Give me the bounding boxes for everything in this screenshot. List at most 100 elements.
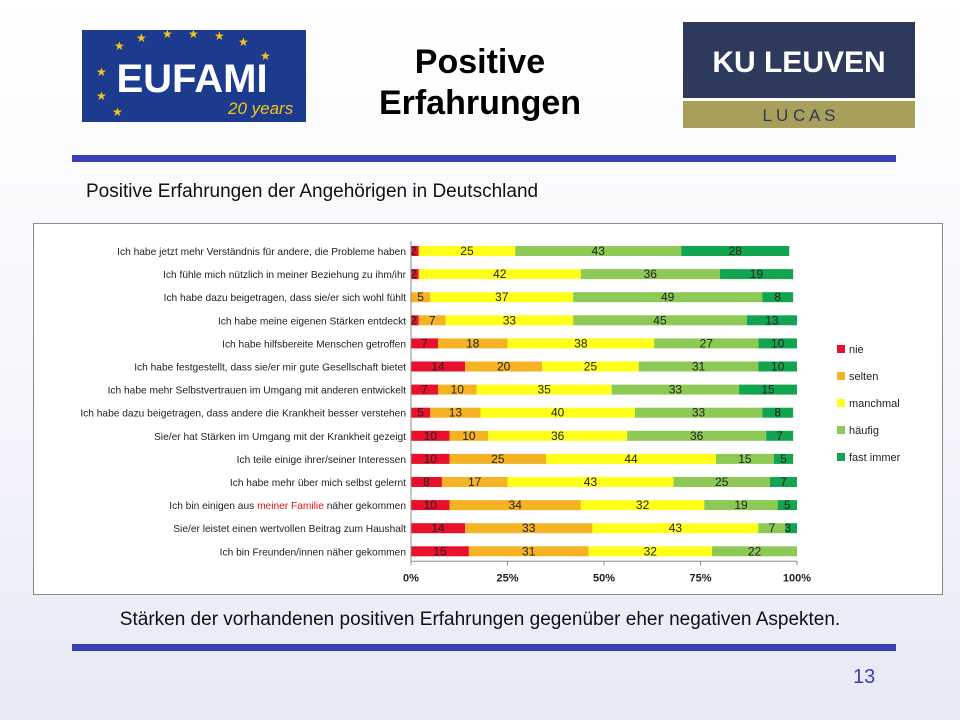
top-divider	[72, 155, 896, 162]
data-label: 2	[410, 267, 417, 281]
star-ring-icon: ★ ★ ★ ★ ★ ★ ★ ★ ★ ★	[96, 30, 271, 119]
data-label: 3	[784, 521, 791, 535]
data-label: 15	[761, 383, 775, 397]
bottom-divider	[72, 644, 896, 651]
data-label: 28	[729, 244, 743, 258]
category-label: Ich fühle mich nützlich in meiner Bezieh…	[163, 270, 407, 281]
data-label: 25	[715, 475, 729, 489]
data-label: 8	[774, 406, 781, 420]
eufami-logo-subtext: 20 years	[227, 99, 294, 118]
bar-segment-selten	[468, 546, 589, 557]
svg-text:★: ★	[96, 89, 107, 103]
bar-segment-selten	[441, 477, 508, 487]
bar-segment-manchmal	[588, 546, 713, 557]
data-label: 7	[769, 521, 776, 535]
data-label: 45	[653, 313, 667, 327]
bar-segment-fast-immer	[762, 407, 794, 418]
svg-text:★: ★	[96, 65, 107, 79]
bar-segment-selten	[465, 361, 543, 372]
bar-segment-selten	[465, 523, 593, 534]
data-label: 33	[503, 313, 517, 327]
bar-segment-fast-immer	[769, 477, 797, 487]
category-label: Ich habe dazu beigetragen, dass andere d…	[80, 409, 406, 420]
bar-segment-nie	[411, 315, 419, 326]
bar-segment-nie	[411, 384, 439, 395]
bar-segment-fast-immer	[758, 338, 797, 349]
ku-leuven-logo-text: KU LEUVEN	[712, 46, 885, 79]
bar-segment-fast-immer	[777, 500, 797, 511]
x-tick-label: 0%	[403, 572, 419, 584]
bar-segment-nie	[411, 430, 450, 441]
data-label: 10	[771, 360, 785, 374]
bar-segment-nie	[411, 523, 466, 534]
slide-title-line1: Positive	[414, 43, 546, 81]
eufami-logo: ★ ★ ★ ★ ★ ★ ★ ★ ★ ★ EUFAMI 20 years	[82, 30, 306, 122]
data-label: 33	[522, 521, 536, 535]
data-label: 15	[738, 452, 752, 466]
bar-segment-nie	[411, 361, 466, 372]
bar-segment-selten	[449, 453, 547, 464]
bar-segment-selten	[449, 430, 489, 441]
data-label: 7	[780, 475, 787, 489]
legend-label-h-ufig: häufig	[849, 425, 879, 437]
category-label: Sie/er leistet einen wertvollen Beitrag …	[173, 524, 406, 535]
bar-segment-selten	[418, 315, 446, 326]
data-label: 2	[410, 244, 417, 258]
data-label: 36	[644, 267, 658, 281]
svg-text:★: ★	[188, 30, 199, 41]
data-label: 36	[690, 429, 704, 443]
data-label: 10	[462, 429, 476, 443]
data-label: 25	[460, 244, 474, 258]
svg-text:★: ★	[238, 35, 249, 49]
data-label: 7	[421, 336, 428, 350]
data-label: 8	[423, 475, 430, 489]
ku-leuven-logo: KU LEUVEN L U C A S	[683, 22, 915, 128]
bar-segment-manchmal	[546, 453, 716, 464]
bar-segment-manchmal	[580, 500, 705, 511]
bar-segment-h-ufig	[627, 430, 767, 441]
data-label: 31	[522, 544, 536, 558]
bar-segment-nie	[411, 246, 419, 256]
bar-segment-nie	[411, 500, 450, 511]
bar-segment-fast-immer	[681, 246, 790, 256]
svg-text:★: ★	[114, 39, 125, 53]
data-label: 14	[431, 521, 445, 535]
x-tick-label: 25%	[496, 572, 518, 584]
data-label: 22	[748, 544, 762, 558]
category-label: Ich habe meine eigenen Stärken entdeckt	[218, 316, 406, 327]
legend-swatch-nie	[837, 345, 845, 353]
legend-swatch-manchmal	[837, 399, 845, 407]
bar-segment-h-ufig	[715, 453, 774, 464]
category-label: Ich bin einigen aus meiner Familie näher…	[169, 501, 406, 512]
bar-segment-fast-immer	[773, 453, 794, 464]
bar-segment-h-ufig	[758, 523, 786, 534]
legend-label-selten: selten	[849, 371, 878, 383]
svg-text:★: ★	[260, 49, 271, 63]
data-label: 7	[429, 313, 436, 327]
bar-segment-nie	[411, 407, 431, 418]
data-label: 5	[417, 290, 424, 304]
data-label: 43	[584, 475, 598, 489]
data-label: 10	[424, 498, 438, 512]
data-label: 37	[495, 290, 509, 304]
category-label: Sie/er hat Stärken im Umgang mit der Kra…	[154, 432, 406, 443]
page-number: 13	[853, 666, 876, 688]
data-label: 34	[509, 498, 523, 512]
category-label: Ich habe mehr über mich selbst gelernt	[230, 478, 406, 489]
bar-segment-h-ufig	[654, 338, 759, 349]
data-label: 40	[551, 406, 565, 420]
bar-segment-h-ufig	[638, 361, 759, 372]
bar-segment-h-ufig	[580, 269, 720, 280]
data-label: 42	[493, 267, 507, 281]
bar-segment-manchmal	[445, 315, 574, 326]
bar-segment-nie	[411, 546, 469, 557]
data-label: 19	[750, 267, 764, 281]
legend-label-nie: nie	[849, 344, 864, 356]
data-label: 10	[451, 383, 465, 397]
x-tick-label: 100%	[783, 572, 811, 584]
data-label: 35	[537, 383, 551, 397]
data-label: 17	[468, 475, 482, 489]
bar-segment-fast-immer	[746, 315, 797, 326]
bar-segment-manchmal	[476, 384, 612, 395]
bar-segment-selten	[438, 338, 508, 349]
